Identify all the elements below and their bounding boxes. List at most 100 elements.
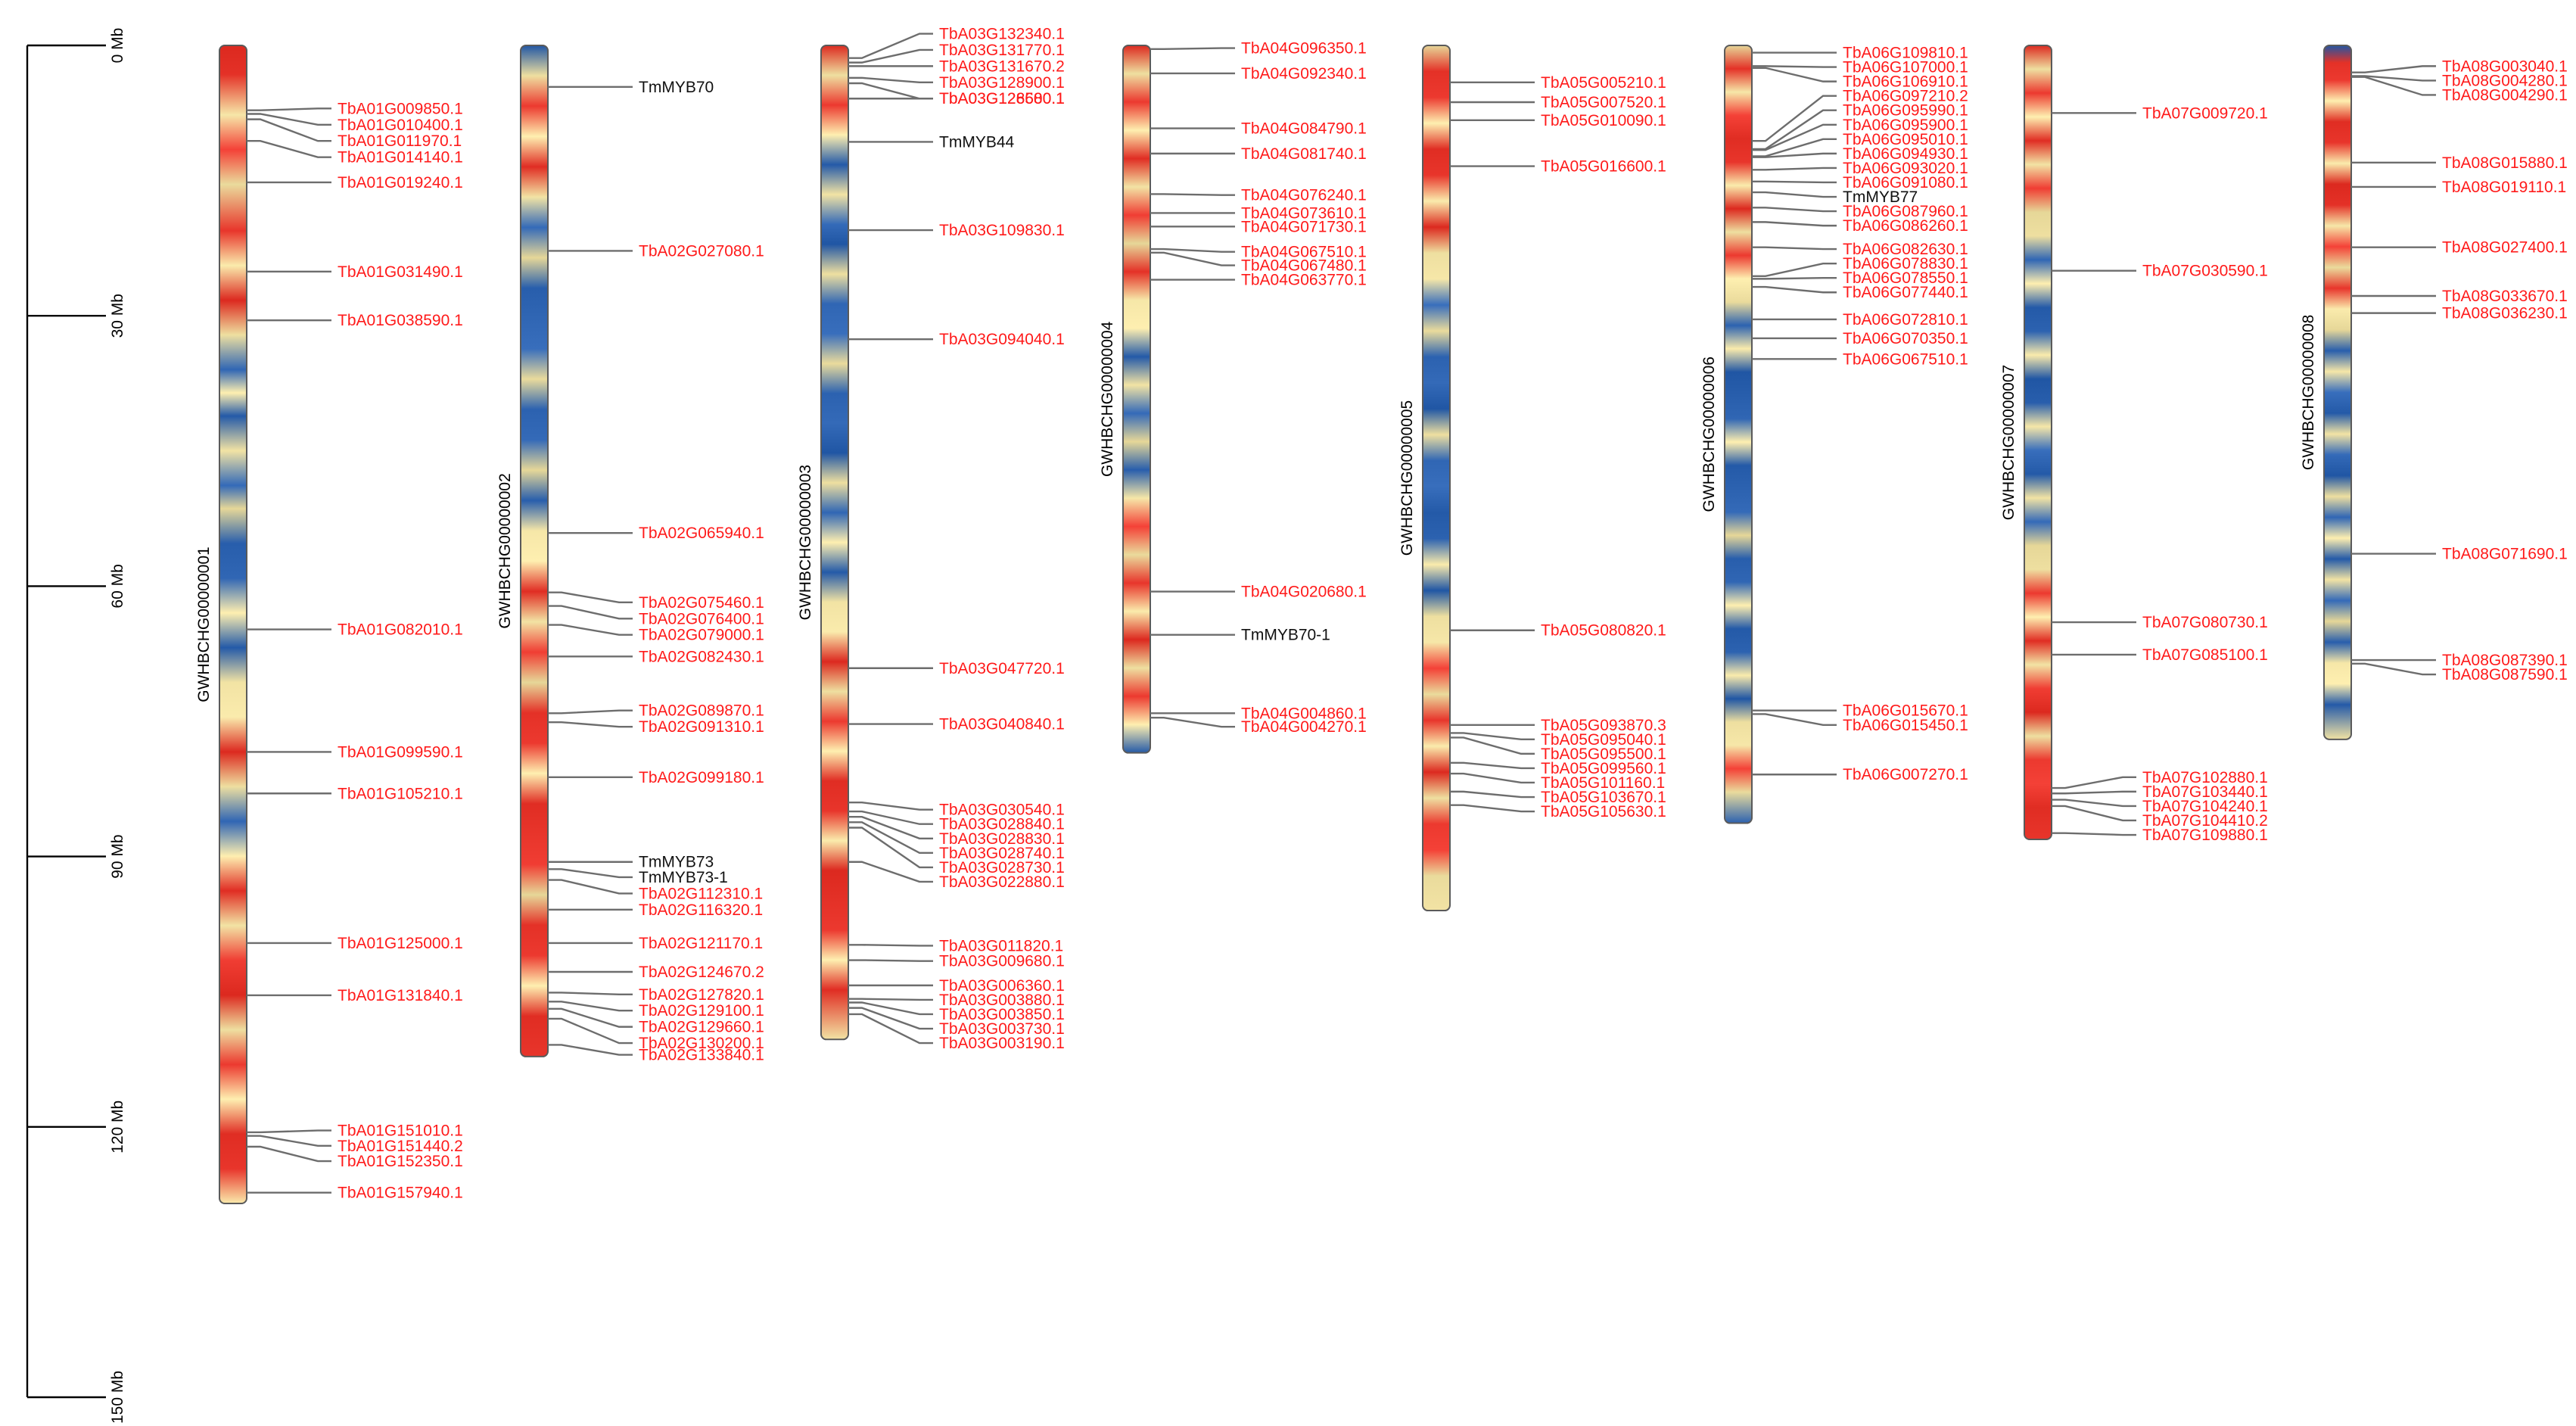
gene-label: TbA06G015450.1 — [1843, 717, 1968, 734]
gene-label: TbA06G106910.1 — [1843, 73, 1968, 91]
gene-label: TbA04G096350.1 — [1241, 40, 1367, 58]
scale-tick-label: 60 Mb — [109, 564, 126, 608]
gene-connector-line — [848, 816, 933, 839]
chromosome-outline — [1422, 45, 1451, 912]
gene-label: TbA08G087390.1 — [2442, 652, 2568, 669]
chromosome-bar — [821, 45, 848, 1040]
gene-connector-line — [247, 1129, 331, 1134]
gene-connector-line — [548, 1044, 633, 1056]
gene-label: TbA06G091080.1 — [1843, 174, 1968, 191]
gene-connector-line — [1752, 123, 1837, 151]
gene-label: TbA05G101160.1 — [1541, 774, 1665, 792]
gene-label: TbA03G003880.1 — [939, 992, 1065, 1009]
gene-connector-line — [848, 821, 933, 855]
gene-connector-line — [1752, 191, 1837, 198]
chromosome-7: GWHBCHG00000007 TbA07G009720.1 TbA07G03059… — [2000, 45, 2268, 844]
gene-label: TbA03G040840.1 — [939, 716, 1065, 733]
gene-connector-line — [848, 1001, 933, 1016]
chromosome-bar — [521, 45, 548, 1057]
gene-connector-line — [548, 1001, 633, 1012]
gene-connector-line — [1752, 95, 1837, 142]
gene-label: TbA05G105630.1 — [1541, 803, 1666, 820]
known-gene-label: TmMYB73 — [639, 854, 714, 871]
known-gene-label: TmMYB70 — [639, 79, 714, 96]
gene-connector-line — [1450, 732, 1535, 741]
gene-label: TbA03G003850.1 — [939, 1006, 1065, 1023]
gene-connector-line — [848, 82, 933, 100]
gene-label: TbA06G095900.1 — [1843, 117, 1968, 134]
gene-connector-line — [1752, 262, 1837, 278]
gene-label: TbA07G085100.1 — [2142, 646, 2268, 664]
gene-label: TbA03G022880.1 — [939, 873, 1065, 891]
known-gene-label: TmMYB44 — [939, 133, 1015, 151]
chromosome-8: GWHBCHG00000008 TbA08G003040.1TbA08G00428… — [2300, 45, 2568, 740]
gene-label: TbA04G076240.1 — [1241, 187, 1367, 204]
gene-label: TbA05G099560.1 — [1541, 760, 1666, 777]
gene-connector-line — [2052, 799, 2136, 808]
gene-label: TbA03G006360.1 — [939, 977, 1065, 995]
gene-label: TbA06G070350.1 — [1843, 330, 1968, 347]
gene-connector-line — [1752, 285, 1837, 294]
gene-label: TbA08G003040.1 — [2442, 58, 2568, 75]
gene-label: TbA01G125000.1 — [338, 935, 463, 952]
gene-label: TbA05G103670.1 — [1541, 789, 1666, 806]
gene-connector-line — [548, 721, 633, 728]
chromosome-name-label: GWHBCHG00000005 — [1398, 400, 1416, 556]
chromosome-outline — [820, 45, 849, 1041]
chromosome-bar — [219, 45, 247, 1204]
gene-label: TbA06G095990.1 — [1843, 102, 1968, 120]
gene-label: TbA06G067510.1 — [1843, 350, 1968, 368]
gene-label: TbA05G007520.1 — [1541, 94, 1666, 111]
gene-label: TbA04G004860.1 — [1241, 705, 1367, 722]
gene-label: TbA03G128600.1 — [939, 90, 1065, 107]
gene-label: TbA06G078550.1 — [1843, 269, 1968, 287]
chromosome-name-label: GWHBCHG00000004 — [1099, 321, 1116, 477]
gene-label: TbA02G082430.1 — [639, 648, 764, 665]
gene-connector-line — [548, 992, 633, 995]
gene-connector-line — [247, 1135, 331, 1147]
gene-label: TbA03G131770.1 — [939, 42, 1065, 59]
gene-label: TbA02G091310.1 — [639, 718, 764, 736]
gene-label: TbA01G010400.1 — [338, 117, 463, 134]
chromosome-name-label: GWHBCHG00000001 — [195, 546, 213, 702]
gene-label: TbA01G082010.1 — [338, 621, 463, 639]
gene-connector-line — [2052, 790, 2136, 795]
gene-label: TbA03G126580.1 — [939, 90, 1065, 107]
gene-connector-line — [2351, 76, 2436, 96]
gene-label: TbA08G015880.1 — [2442, 154, 2568, 172]
gene-label: TbA06G078830.1 — [1843, 255, 1968, 272]
gene-connector-line — [848, 998, 933, 1001]
gene-connector-line — [1752, 65, 1837, 68]
gene-label: TbA05G016600.1 — [1541, 158, 1666, 176]
known-gene-label: TmMYB73-1 — [639, 869, 728, 886]
gene-connector-line — [1752, 713, 1837, 726]
gene-label: TbA04G067480.1 — [1241, 257, 1367, 275]
gene-label: TbA01G151440.2 — [338, 1138, 463, 1155]
chromosome-bar — [1423, 45, 1450, 911]
chromosome-outline — [520, 45, 549, 1057]
gene-connector-line — [848, 48, 933, 64]
gene-label: TbA01G038590.1 — [338, 312, 463, 329]
gene-label: TbA02G099180.1 — [639, 769, 764, 786]
gene-connector-line — [247, 113, 331, 126]
gene-label: TbA01G031490.1 — [338, 263, 463, 281]
scale-tick-label: 0 Mb — [109, 28, 126, 64]
gene-connector-line — [1150, 248, 1235, 253]
gene-label: TbA06G107000.1 — [1843, 59, 1968, 76]
gene-connector-line — [848, 861, 933, 883]
gene-label: TbA02G116320.1 — [639, 901, 763, 919]
gene-label: TbA06G093020.1 — [1843, 160, 1968, 177]
chromosome-name-label: GWHBCHG00000006 — [1700, 356, 1718, 512]
chromosome-outline — [219, 45, 247, 1205]
gene-connector-line — [1450, 736, 1535, 755]
gene-label: TbA08G004290.1 — [2442, 86, 2568, 104]
gene-label: TbA06G086260.1 — [1843, 217, 1968, 235]
gene-connector-line — [247, 1145, 331, 1163]
gene-label: TbA02G079000.1 — [639, 627, 764, 644]
chromosome-name-label: GWHBCHG00000003 — [797, 465, 814, 620]
gene-label: TbA04G063770.1 — [1241, 272, 1367, 289]
gene-label: TbA04G092340.1 — [1241, 65, 1367, 83]
gene-connector-line — [548, 1017, 633, 1045]
gene-label: TbA03G028730.1 — [939, 859, 1065, 876]
